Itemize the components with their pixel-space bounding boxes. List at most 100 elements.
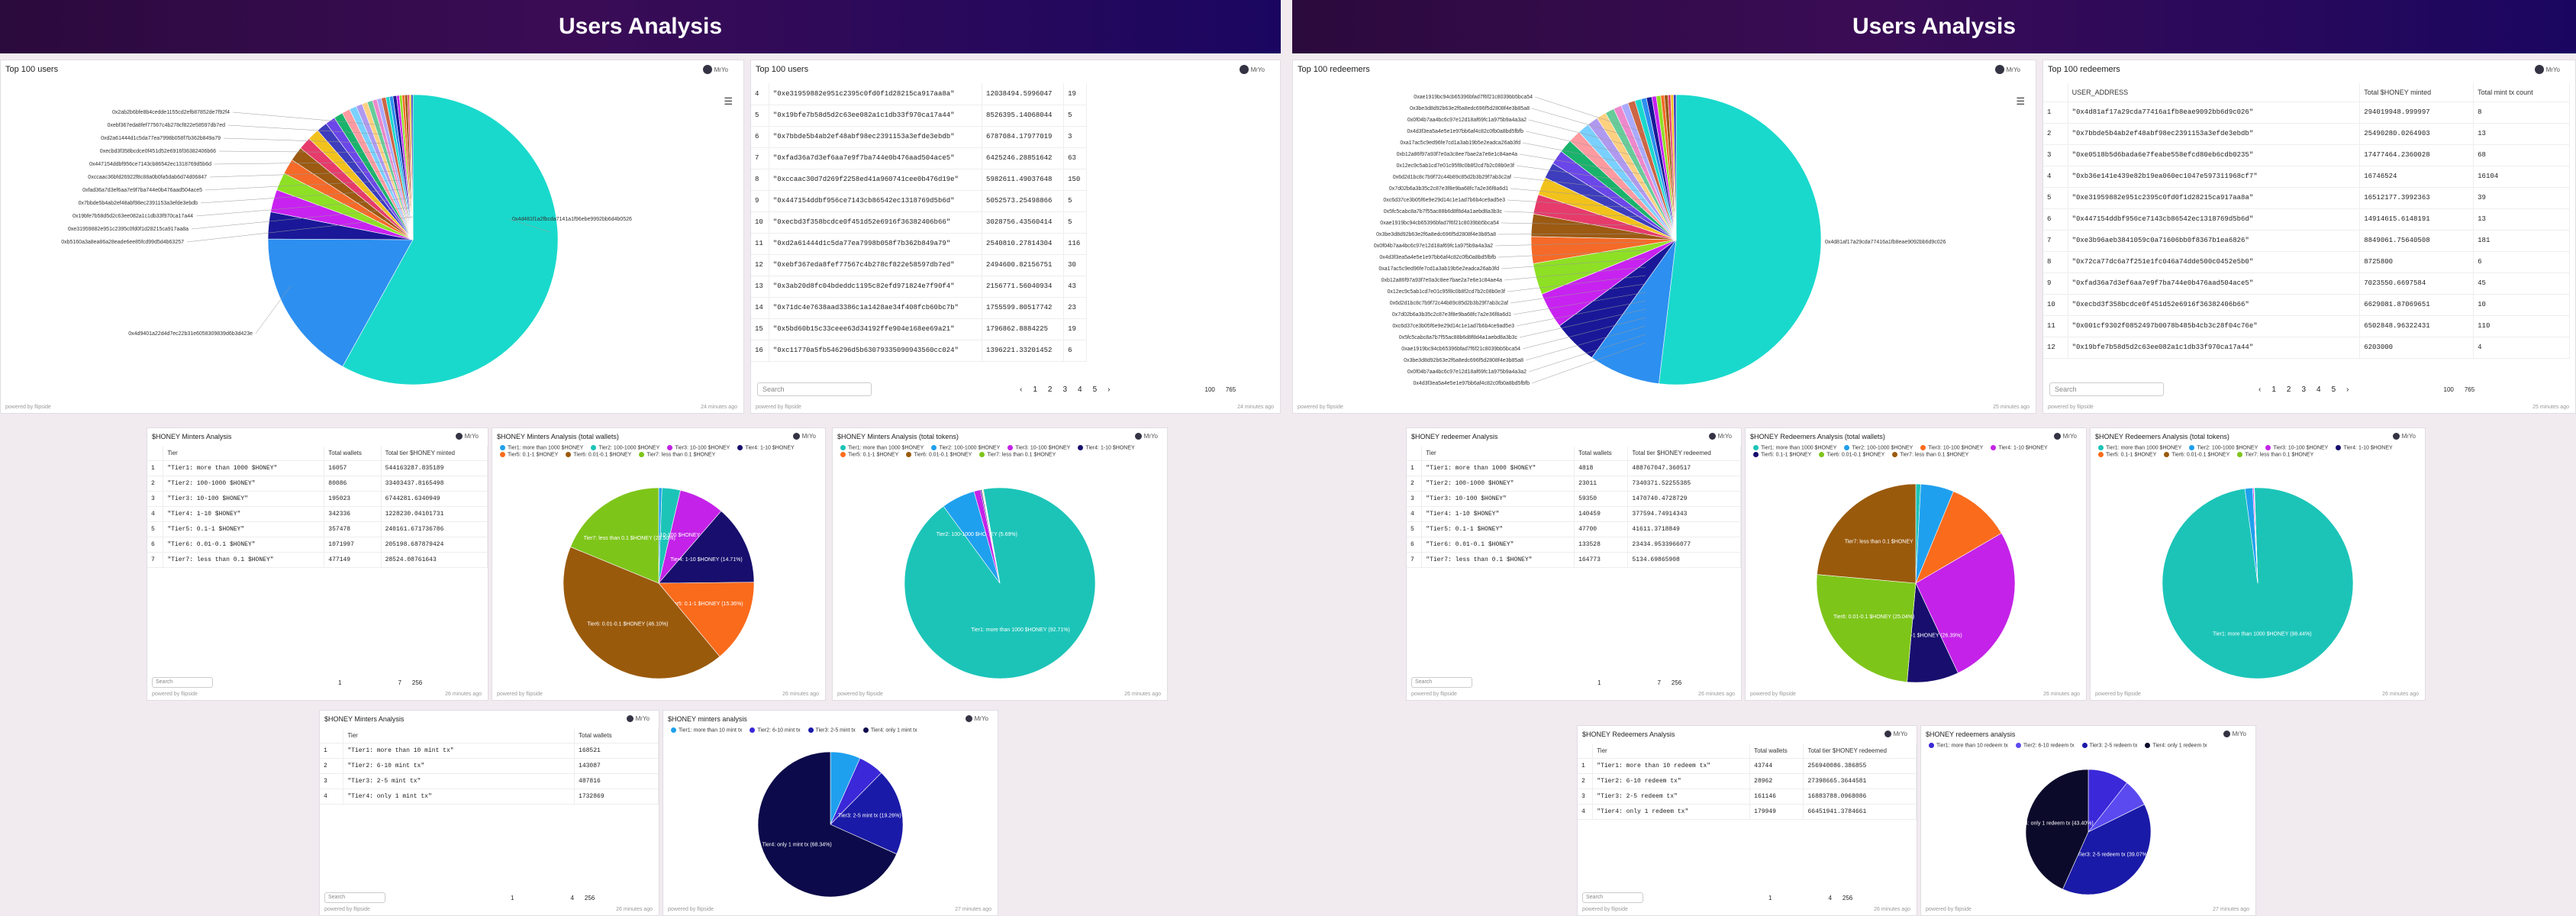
page-number[interactable]: 5 bbox=[1092, 385, 1098, 394]
legend-item[interactable]: Tier2: 100-1000 $HONEY bbox=[1844, 445, 1913, 450]
legend-item[interactable]: Tier2: 100-1000 $HONEY bbox=[591, 445, 659, 450]
tier-slice[interactable] bbox=[981, 489, 1001, 584]
tier-slice[interactable] bbox=[658, 489, 722, 584]
page-number[interactable]: 1 bbox=[2271, 385, 2276, 394]
page-number[interactable]: 4 bbox=[2316, 385, 2321, 394]
top-users-slice[interactable] bbox=[342, 94, 559, 385]
tier-slice[interactable] bbox=[658, 487, 663, 584]
legend-item[interactable]: Tier1: more than 1000 $HONEY bbox=[500, 445, 583, 450]
top-redeemers-slice[interactable] bbox=[1659, 94, 1822, 385]
page-size[interactable]: 256 bbox=[584, 894, 595, 901]
prev-page-icon[interactable]: ‹ bbox=[2258, 385, 2262, 394]
page-number[interactable]: 2 bbox=[1047, 385, 1053, 394]
search-input[interactable]: Search bbox=[324, 892, 385, 903]
tier-slice[interactable] bbox=[2252, 487, 2258, 584]
tier-slice[interactable] bbox=[563, 547, 721, 679]
column-header[interactable]: Total tier $HONEY redeemed bbox=[1627, 447, 1741, 461]
tier-slice[interactable] bbox=[658, 511, 755, 584]
tier-slice[interactable] bbox=[1915, 483, 1921, 584]
legend-item[interactable]: Tier6: 0.01-0.1 $HONEY bbox=[906, 452, 972, 458]
legend-item[interactable]: Tier3: 10-100 $HONEY bbox=[2265, 445, 2328, 450]
author[interactable]: MrYo bbox=[455, 433, 479, 440]
page-number[interactable]: 1 bbox=[1033, 385, 1037, 394]
menu-icon[interactable]: ☰ bbox=[724, 95, 733, 107]
legend-item[interactable]: Tier1: more than 1000 $HONEY bbox=[2098, 445, 2181, 450]
author[interactable]: MrYo bbox=[2534, 65, 2560, 74]
tier-slice[interactable] bbox=[982, 489, 1001, 584]
top-redeemers-slice[interactable] bbox=[1673, 94, 1677, 240]
legend-item[interactable]: Tier4: 1-10 $HONEY bbox=[1078, 445, 1135, 450]
tier-slice[interactable] bbox=[2062, 804, 2152, 895]
legend-item[interactable]: Tier4: only 1 mint tx bbox=[862, 727, 917, 733]
author[interactable]: MrYo bbox=[1239, 65, 1265, 74]
legend-item[interactable]: Tier6: 0.01-0.1 $HONEY bbox=[566, 452, 631, 458]
author[interactable]: MrYo bbox=[2053, 433, 2077, 440]
next-page-icon[interactable]: › bbox=[2346, 385, 2349, 394]
tier-slice[interactable] bbox=[1915, 533, 2016, 674]
column-header[interactable] bbox=[147, 447, 164, 461]
column-header[interactable]: Total tier $HONEY redeemed bbox=[1803, 744, 1917, 759]
page-size[interactable]: 256 bbox=[1842, 894, 1853, 901]
legend-item[interactable]: Tier1: more than 10 redeem tx bbox=[1929, 743, 2008, 748]
legend-item[interactable]: Tier5: 0.1-1 $HONEY bbox=[840, 452, 898, 458]
author[interactable]: MrYo bbox=[626, 715, 650, 722]
column-header[interactable]: Total $HONEY minted bbox=[2359, 83, 2474, 102]
legend-item[interactable]: Tier5: 0.1-1 $HONEY bbox=[2098, 452, 2156, 458]
tier-slice[interactable] bbox=[1915, 483, 1954, 584]
column-header[interactable] bbox=[2043, 83, 2068, 102]
menu-icon[interactable]: ☰ bbox=[2016, 95, 2025, 107]
search-input[interactable]: Search bbox=[2049, 382, 2164, 396]
author[interactable]: MrYo bbox=[1708, 433, 1732, 440]
legend-item[interactable]: Tier4: 1-10 $HONEY bbox=[737, 445, 795, 450]
tier-slice[interactable] bbox=[943, 491, 1001, 584]
tier-slice[interactable] bbox=[1915, 491, 2002, 584]
legend-item[interactable]: Tier7: less than 0.1 $HONEY bbox=[2237, 452, 2313, 458]
page-number[interactable]: 1 bbox=[511, 894, 514, 901]
legend-item[interactable]: Tier2: 100-1000 $HONEY bbox=[931, 445, 1000, 450]
legend-item[interactable]: Tier7: less than 0.1 $HONEY bbox=[979, 452, 1056, 458]
author[interactable]: MrYo bbox=[702, 65, 728, 74]
tier-slice[interactable] bbox=[2025, 769, 2089, 890]
legend-item[interactable]: Tier4: only 1 redeem tx bbox=[2145, 743, 2207, 748]
prev-page-icon[interactable]: ‹ bbox=[1020, 385, 1023, 394]
page-size[interactable]: 256 bbox=[411, 679, 423, 686]
tier-slice[interactable] bbox=[830, 751, 861, 825]
legend-item[interactable]: Tier2: 6-10 redeem tx bbox=[2015, 743, 2075, 748]
author[interactable]: MrYo bbox=[965, 715, 988, 722]
legend-item[interactable]: Tier7: less than 0.1 $HONEY bbox=[1892, 452, 1968, 458]
top-users-slice[interactable] bbox=[267, 238, 414, 367]
author[interactable]: MrYo bbox=[1884, 731, 1907, 737]
tier-slice[interactable] bbox=[570, 487, 659, 584]
tier-slice[interactable] bbox=[1817, 483, 1917, 584]
legend-item[interactable]: Tier3: 10-100 $HONEY bbox=[1920, 445, 1983, 450]
author[interactable]: MrYo bbox=[792, 433, 816, 440]
page-number[interactable]: 3 bbox=[2301, 385, 2307, 394]
page-size[interactable]: 765 bbox=[1225, 385, 1236, 393]
column-header[interactable]: Total wallets bbox=[324, 447, 382, 461]
column-header[interactable]: Tier bbox=[1421, 447, 1575, 461]
column-header[interactable] bbox=[320, 729, 344, 743]
tier-slice[interactable] bbox=[2162, 487, 2354, 679]
column-header[interactable]: Total wallets bbox=[1574, 447, 1629, 461]
tier-slice[interactable] bbox=[830, 757, 882, 825]
page-number[interactable]: 1 bbox=[1598, 679, 1601, 686]
column-header[interactable]: Total mint tx count bbox=[2473, 83, 2570, 102]
tier-slice[interactable] bbox=[2088, 782, 2145, 833]
column-header[interactable]: USER_ADDRESS bbox=[2068, 83, 2361, 102]
tier-slice[interactable] bbox=[1816, 574, 1917, 682]
tier-slice[interactable] bbox=[1907, 582, 1959, 683]
tier-slice[interactable] bbox=[904, 487, 1096, 679]
search-input[interactable]: Search bbox=[757, 382, 872, 396]
page-number[interactable]: 1 bbox=[1768, 894, 1772, 901]
tier-slice[interactable] bbox=[757, 751, 898, 898]
legend-item[interactable]: Tier7: less than 0.1 $HONEY bbox=[639, 452, 715, 458]
legend-item[interactable]: Tier5: 0.1-1 $HONEY bbox=[500, 452, 558, 458]
column-header[interactable]: Tier bbox=[1592, 744, 1751, 759]
author[interactable]: MrYo bbox=[1994, 65, 2020, 74]
tier-slice[interactable] bbox=[2253, 487, 2258, 584]
search-input[interactable]: Search bbox=[1411, 677, 1472, 688]
column-header[interactable] bbox=[1407, 447, 1423, 461]
tier-slice[interactable] bbox=[2244, 487, 2258, 584]
legend-item[interactable]: Tier3: 10-100 $HONEY bbox=[667, 445, 730, 450]
legend-item[interactable]: Tier1: more than 1000 $HONEY bbox=[1753, 445, 1836, 450]
